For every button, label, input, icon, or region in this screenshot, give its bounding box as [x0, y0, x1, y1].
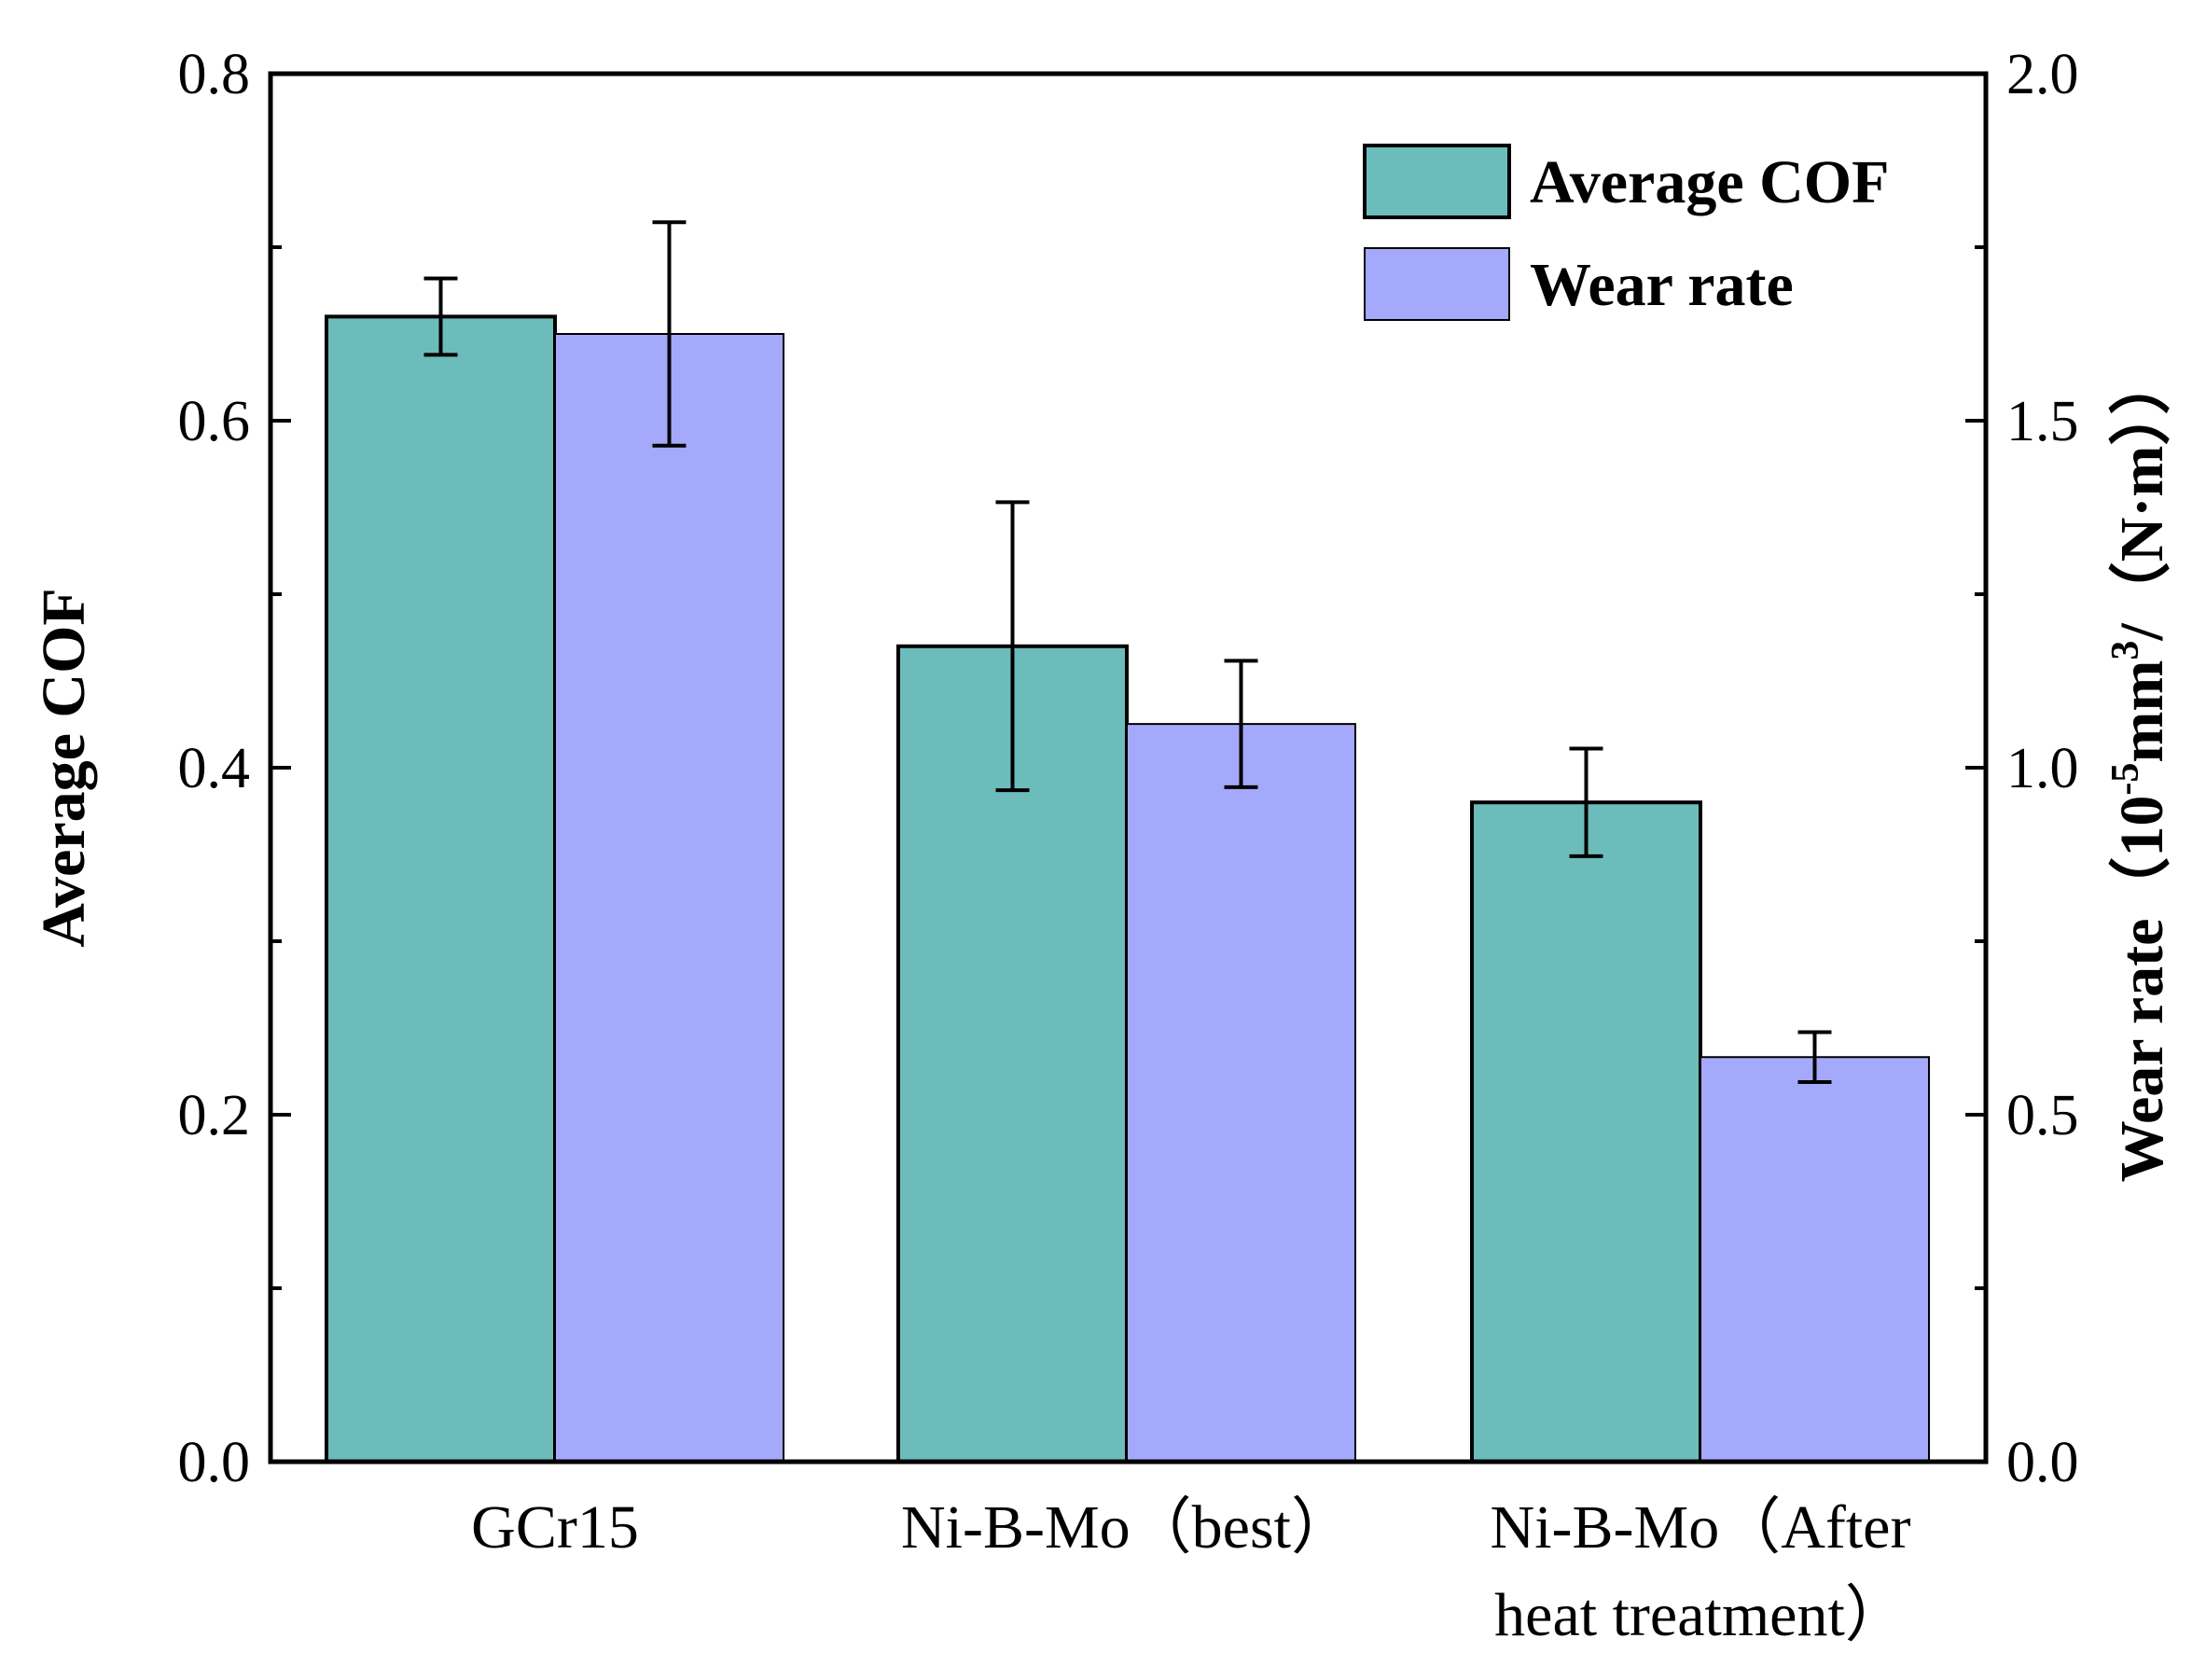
labels-layer: 0.0 0.0 0.2 0.5 0.4 1.0 0.6 1.5 0.8 2.0 GCr15 Ni-B-… [178, 43, 2079, 1649]
y2-tick-label: 0.0 [2006, 1431, 2079, 1494]
x-category-label: GCr15 [471, 1493, 639, 1562]
bar-average-cof-2 [1470, 800, 1702, 1464]
bars-layer [325, 314, 1930, 1464]
legend-swatch-wear-rate [1364, 247, 1510, 321]
y2-axis-title: Wear rate（10-5mm3/（N·m）） [2104, 354, 2176, 1183]
y-tick-label: 0.2 [178, 1084, 251, 1147]
x-category-label: Ni-B-Mo（best） [901, 1493, 1353, 1562]
y-tick-label: 0.8 [178, 43, 251, 106]
y2-tick-label: 1.5 [2006, 390, 2079, 453]
y2-title-suffix: /（N·m）） [2107, 354, 2176, 642]
error-bars-layer [423, 220, 1832, 1085]
legend: Average COF Wear rate [1363, 144, 1889, 321]
y2-title-prefix: Wear rate（10 [2107, 796, 2176, 1183]
y-tick-label: 0.4 [178, 737, 251, 800]
x-category-label: Ni-B-Mo（After [1491, 1493, 1911, 1562]
y2-tick-label: 0.5 [2006, 1084, 2079, 1147]
y2-title-exp1: -5 [2104, 763, 2147, 796]
y2-title-exp2: 3 [2104, 641, 2147, 660]
bar-wear-rate-1 [1126, 723, 1356, 1463]
y-tick-label: 0.6 [178, 390, 251, 453]
x-category-label: heat treatment） [1494, 1581, 1907, 1649]
legend-label-average-cof: Average COF [1530, 148, 1889, 216]
y2-tick-label: 2.0 [2006, 43, 2079, 106]
y-axis-title: Average COF [30, 588, 98, 947]
ticks-layer [271, 72, 1986, 1464]
legend-label-wear-rate: Wear rate [1530, 251, 1794, 319]
bar-wear-rate-0 [554, 333, 784, 1463]
legend-swatch-average-cof [1363, 144, 1511, 219]
bar-wear-rate-2 [1700, 1056, 1930, 1464]
y-tick-label: 0.0 [178, 1431, 251, 1494]
y2-title-mid: mm [2108, 660, 2176, 763]
bar-average-cof-0 [325, 314, 557, 1464]
y2-tick-label: 1.0 [2006, 737, 2079, 800]
